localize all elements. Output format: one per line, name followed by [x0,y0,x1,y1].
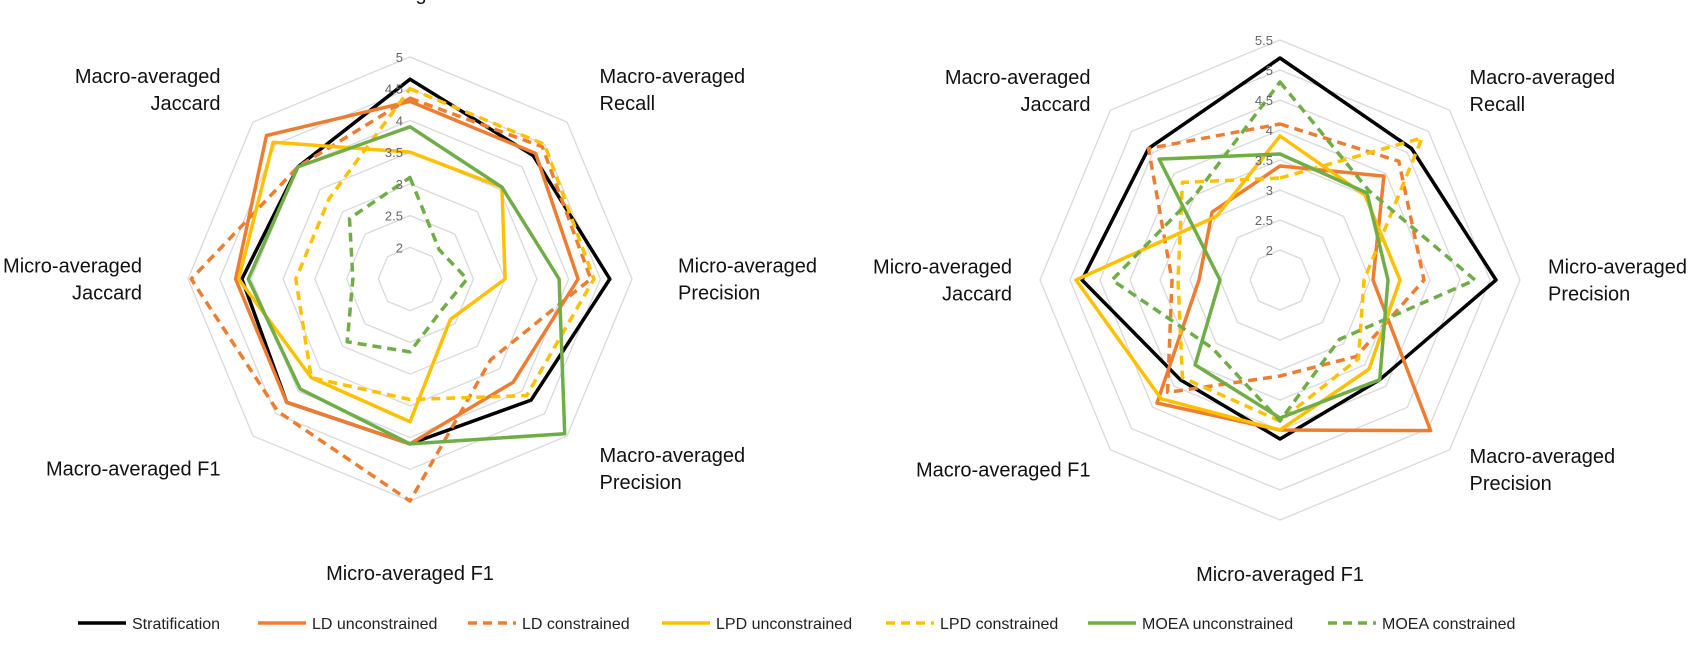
legend-label-ld-unconstrained: LD unconstrained [312,616,437,633]
series-lpd-unconstrained [236,140,507,424]
axis-label-macro-averaged-recall: Recall [600,93,656,115]
axis-label-micro-averaged-precision: Precision [678,283,760,305]
tick-label: 4.5 [1255,93,1273,108]
series-moea-unconstrained [1157,152,1390,420]
gridline-3 [282,151,538,407]
axis-label-macro-averaged-recall: Macro-averaged [600,66,746,88]
axis-label-macro-averaged-jaccard: Jaccard [150,93,220,115]
gridline-7 [1039,39,1521,521]
axis-label-macro-averaged-precision: Macro-averaged [600,445,746,467]
tick-label: 4.5 [385,82,403,97]
series-lpd-unconstrained [1074,134,1402,432]
gridline-1 [1219,219,1341,341]
tick-label: 2 [396,240,403,255]
tick-label: 3 [1266,183,1273,198]
series-moea-unconstrained [246,125,567,446]
tick-label: 3.5 [385,145,403,160]
axis-label-macro-averaged-recall: Macro-averaged [1470,67,1616,89]
series-lpd-constrained [294,86,596,402]
gridline-1 [345,214,475,344]
gridline-2 [314,183,506,375]
gridline-0 [1249,249,1311,311]
chart-legend: Stratification LD unconstrained LD constra… [78,616,1515,633]
tick-label: 3.5 [1255,153,1273,168]
axis-label-macro-averaged-precision: Precision [1470,473,1552,495]
axis-label-micro-averaged-jaccard: Jaccard [942,284,1012,306]
series-ld-constrained [1146,122,1426,395]
axis-label-macro-averaged-jaccard: Macro-averaged [75,66,221,88]
right-radar-chart: 2 2.5 3 3.5 4 4.5 5 5.5 Micro-averaged Recall Mac… [873,33,1687,586]
series-stratification [1080,56,1498,441]
legend-label-moea-unconstrained: MOEA unconstrained [1142,616,1293,633]
legend-label-moea-constrained: MOEA constrained [1382,616,1515,633]
axis-label-macro-averaged-precision: Macro-averaged [1470,446,1616,468]
legend-label-lpd-unconstrained: LPD unconstrained [716,616,852,633]
axis-label-micro-averaged-jaccard: Jaccard [72,283,142,305]
axis-label-micro-averaged-f1: Micro-averaged F1 [1196,564,1364,586]
legend-label-ld-constrained: LD constrained [522,616,630,633]
axis-label-micro-averaged-jaccard: Micro-averaged [3,256,142,278]
tick-label: 5.5 [1255,33,1273,48]
axis-label-macro-averaged-jaccard: Jaccard [1020,94,1090,116]
tick-label: 2.5 [1255,213,1273,228]
axis-label-micro-averaged-recall: Micro-averaged Recall [310,0,510,5]
gridline-0 [377,246,443,312]
tick-label: 2.5 [385,209,403,224]
gridline-5 [1099,99,1461,461]
legend-label-lpd-constrained: LPD constrained [940,616,1058,633]
axis-label-micro-averaged-precision: Precision [1548,284,1630,306]
axis-label-macro-averaged-jaccard: Macro-averaged [945,67,1091,89]
tick-label: 3 [396,177,403,192]
tick-label: 5 [396,50,403,65]
tick-label: 2 [1266,243,1273,258]
axis-label-macro-averaged-f1: Macro-averaged F1 [916,460,1091,482]
tick-label: 4 [396,113,403,128]
gridline-6 [1069,69,1491,491]
axis-label-macro-averaged-precision: Precision [600,472,682,494]
gridline-5 [218,87,602,471]
tick-label: 4 [1266,123,1273,138]
axis-label-micro-averaged-f1: Micro-averaged F1 [326,563,494,585]
left-radar-chart: 2 2.5 3 3.5 4 4.5 5 Micro-averaged Recall Macro-… [3,0,817,585]
series-moea-constrained [345,175,469,354]
series-moea-constrained [1110,80,1477,423]
tick-label: 5 [1266,63,1273,78]
axis-label-micro-averaged-precision: Micro-averaged [678,256,817,278]
series-ld-constrained [189,96,593,503]
legend-label-stratification: Stratification [132,616,220,633]
axis-label-macro-averaged-f1: Macro-averaged F1 [46,459,221,481]
axis-label-macro-averaged-recall: Recall [1470,94,1526,116]
axis-label-micro-averaged-jaccard: Micro-averaged [873,257,1012,279]
axis-label-micro-averaged-precision: Micro-averaged [1548,257,1687,279]
